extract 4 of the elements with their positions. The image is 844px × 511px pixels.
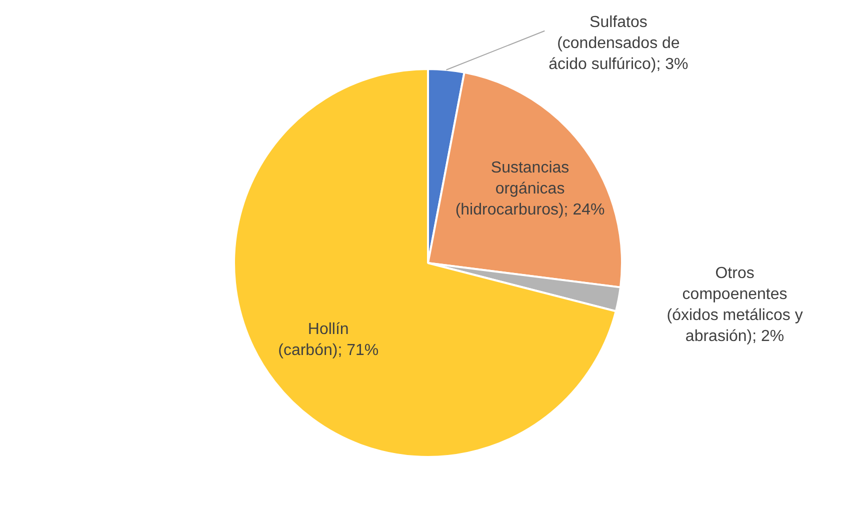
slice-label: Otros compoenentes (óxidos metálicos y abrasión); 2% — [666, 264, 803, 345]
slice-label: Sustancias orgánicas (hidrocarburos); 24% — [455, 159, 605, 218]
slice-label: Hollín (carbón); 71% — [278, 321, 379, 360]
slice-label: Sulfatos (condensados de ácido sulfúrico); 3% — [548, 14, 688, 73]
